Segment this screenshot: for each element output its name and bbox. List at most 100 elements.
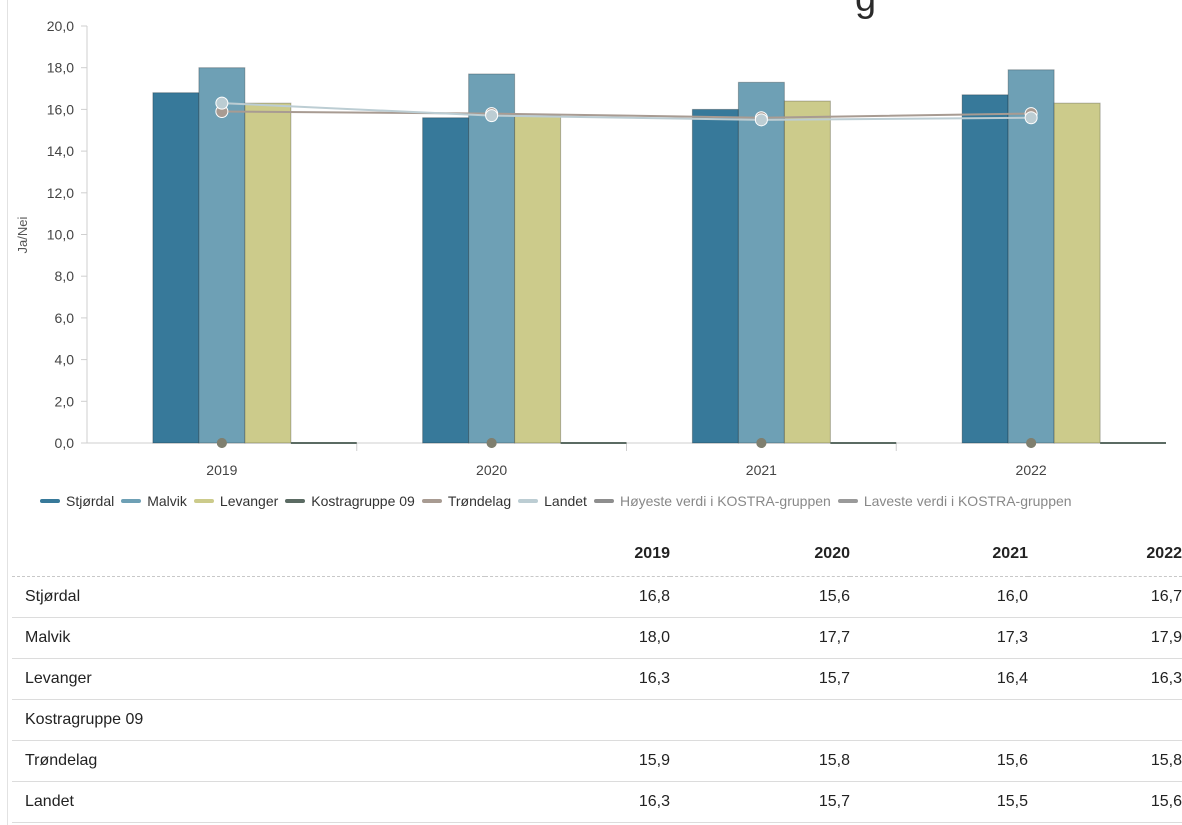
legend-item[interactable]: Stjørdal (40, 493, 114, 509)
y-tick-label: 6,0 (55, 310, 75, 326)
bar-line-chart: 0,0 2,0 4,0 6,0 8,0 10,0 12,0 14,0 16,0 18,0 20,0 J… (15, 18, 1166, 478)
bar (422, 117, 470, 444)
line-landet (221, 102, 1032, 121)
cell-value: 15,8 (1028, 740, 1182, 782)
y-tick-label: 12,0 (47, 185, 74, 201)
cell-value: 16,8 (485, 576, 670, 618)
legend-label: Laveste verdi i KOSTRA-gruppen (863, 493, 1072, 509)
bar (783, 100, 831, 444)
cell-value: 16,4 (850, 658, 1028, 700)
y-axis-title: Ja/Nei (15, 216, 30, 253)
cell-value: 17,9 (1028, 617, 1182, 659)
table-header-empty (12, 532, 485, 577)
row-label: Trøndelag (12, 740, 485, 782)
y-tick-label: 4,0 (55, 352, 75, 368)
cell-value: 16,3 (485, 658, 670, 700)
bar (198, 67, 246, 444)
y-tick-label: 16,0 (47, 101, 74, 117)
line-point (216, 438, 227, 448)
table-header-row: 2019 2020 2021 2022 (12, 532, 1182, 577)
table-header-2022: 2022 (1028, 532, 1182, 577)
bar (152, 92, 200, 444)
cell-value: 15,5 (850, 781, 1028, 823)
cell-value (670, 699, 850, 741)
cell-value: 16,3 (485, 781, 670, 823)
x-tick-label: 2020 (476, 462, 507, 478)
bar (737, 81, 785, 444)
legend-label: Landet (544, 493, 587, 509)
legend-swatch (421, 499, 442, 503)
legend-item[interactable]: Laveste verdi i KOSTRA-gruppen (837, 493, 1072, 509)
legend-item[interactable]: Levanger (193, 493, 279, 509)
chart-legend: Stjørdal Malvik Levanger Kostragruppe 09 Trø… (40, 488, 1079, 514)
y-tick-label: 2,0 (55, 393, 75, 409)
legend-swatch (285, 499, 306, 503)
line-point (1024, 111, 1038, 125)
cell-value: 16,3 (1028, 658, 1182, 700)
cell-value (1028, 699, 1182, 741)
legend-item[interactable]: Landet (518, 493, 587, 509)
bar (1007, 69, 1055, 444)
line-point (485, 109, 499, 123)
cell-value: 15,6 (1028, 781, 1182, 823)
bar (961, 94, 1009, 444)
legend-label: Levanger (219, 493, 279, 509)
cell-value: 16,0 (850, 576, 1028, 618)
cell-value: 17,3 (850, 617, 1028, 659)
bar (514, 115, 562, 444)
line-point (754, 113, 768, 127)
bar (691, 108, 739, 444)
line-tr-ndelag (221, 110, 1032, 119)
row-label: Stjørdal (12, 576, 485, 618)
y-tick-label: 0,0 (55, 435, 75, 451)
cell-value: 15,8 (670, 740, 850, 782)
x-tick-label: 2021 (746, 462, 777, 478)
bar (1053, 102, 1101, 444)
y-tick-label: 8,0 (55, 268, 75, 284)
page-left-border (7, 0, 8, 825)
table-row-kostragruppe-09: Kostragruppe 09 (12, 699, 1182, 741)
legend-item[interactable]: Malvik (121, 493, 187, 509)
legend-label: Stjørdal (66, 493, 115, 509)
legend-label: Kostragruppe 09 (311, 493, 415, 509)
bar (468, 73, 516, 444)
table-row-stjordal: Stjørdal 16,8 15,6 16,0 16,7 (12, 576, 1182, 618)
table-header-2020: 2020 (670, 532, 850, 577)
cell-value (485, 699, 670, 741)
legend-swatch (593, 499, 614, 503)
legend-label: Malvik (147, 493, 187, 509)
legend-swatch (837, 499, 858, 503)
legend-swatch (518, 499, 539, 503)
legend-swatch (121, 499, 142, 503)
cell-value: 18,0 (485, 617, 670, 659)
cell-value (850, 699, 1028, 741)
legend-item[interactable]: Kostragruppe 09 (285, 493, 415, 509)
legend-swatch (193, 499, 214, 503)
legend-item[interactable]: Trøndelag (421, 493, 511, 509)
line-point (215, 96, 229, 110)
row-label: Levanger (12, 658, 485, 700)
cell-value: 17,7 (670, 617, 850, 659)
legend-item[interactable]: Høyeste verdi i KOSTRA-gruppen (593, 493, 831, 509)
cell-value: 15,6 (670, 576, 850, 618)
y-tick-label: 18,0 (47, 60, 74, 76)
legend-swatch (40, 499, 60, 503)
cell-value: 15,6 (850, 740, 1028, 782)
data-table: 2019 2020 2021 2022 Stjørdal 16,8 15,6 1… (12, 532, 1182, 823)
table-row-landet: Landet 16,3 15,7 15,5 15,6 (12, 781, 1182, 823)
line-point (486, 438, 497, 448)
table-header-2021: 2021 (850, 532, 1028, 577)
x-tick-label: 2019 (206, 462, 237, 478)
table-row-malvik: Malvik 18,0 17,7 17,3 17,9 (12, 617, 1182, 659)
bar (244, 102, 292, 444)
row-label: Landet (12, 781, 485, 823)
line-point (1026, 438, 1037, 448)
row-label: Malvik (12, 617, 485, 659)
cell-value: 15,9 (485, 740, 670, 782)
x-tick-label: 2022 (1016, 462, 1047, 478)
y-tick-label: 14,0 (47, 143, 74, 159)
table-row-trondelag: Trøndelag 15,9 15,8 15,6 15,8 (12, 740, 1182, 782)
chart-title-fragment: g (855, 0, 877, 21)
line-point (756, 438, 767, 448)
table-header-2019: 2019 (485, 532, 670, 577)
